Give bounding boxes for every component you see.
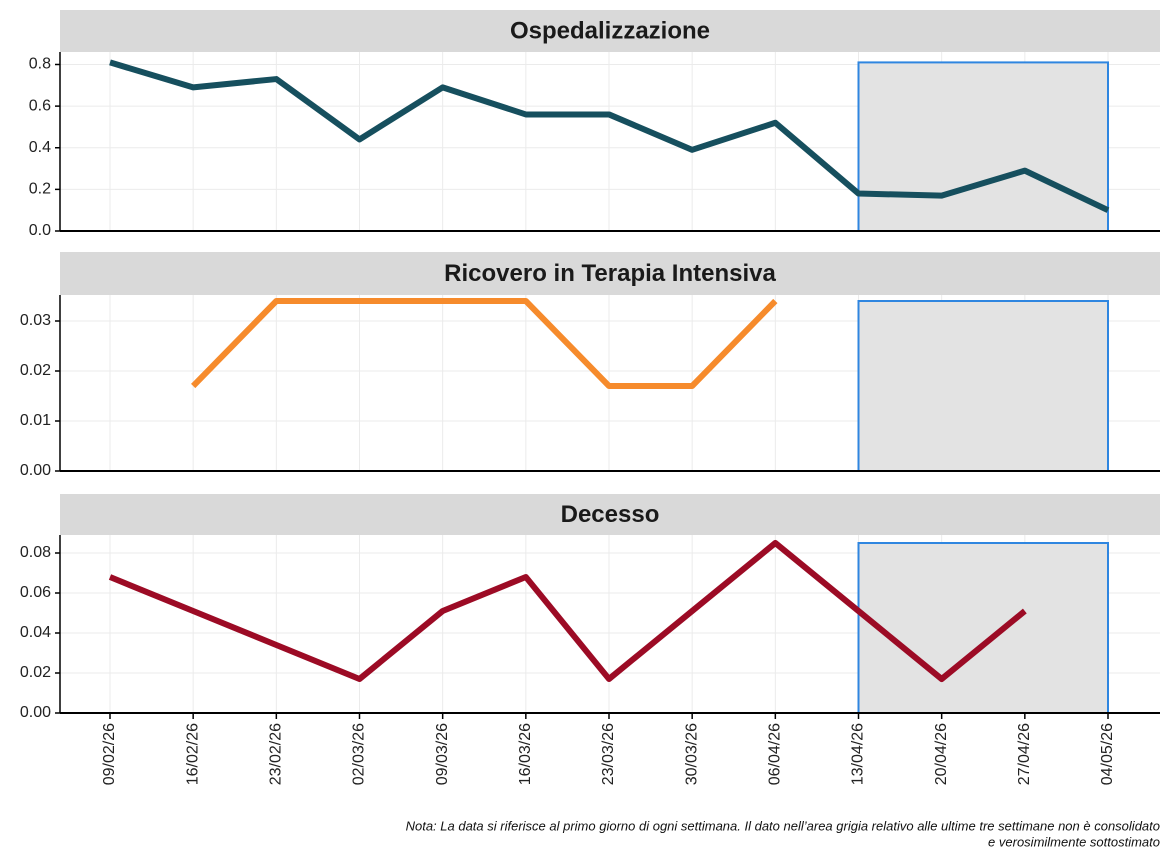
y-tick-label: 0.4 <box>29 139 51 156</box>
panel-title: Ricovero in Terapia Intensiva <box>444 260 776 287</box>
note: e verosimilmente sottostimato <box>988 834 1160 849</box>
panel-title: Decesso <box>561 501 660 528</box>
x-tick-label: 04/05/26 <box>1099 723 1116 785</box>
y-tick-label: 0.2 <box>29 181 51 198</box>
x-tick-label: 09/02/26 <box>101 723 118 785</box>
y-tick-label: 0.04 <box>20 624 51 641</box>
y-tick-label: 0.8 <box>29 56 51 73</box>
y-tick-label: 0.02 <box>20 664 51 681</box>
strip <box>60 10 1160 52</box>
x-tick-label: 16/02/26 <box>184 723 201 785</box>
y-tick-label: 0.6 <box>29 97 51 114</box>
x-tick-label: 09/03/26 <box>434 723 451 785</box>
line <box>109 59 1110 213</box>
x-tick-label: 27/04/26 <box>1016 723 1033 785</box>
y-tick-label: 0.01 <box>20 412 51 429</box>
x-tick-label: 23/03/26 <box>600 723 617 785</box>
y-tick-label: 0.0 <box>29 222 51 239</box>
y-tick-label: 0.03 <box>20 312 51 329</box>
y-tick-label: 0.08 <box>20 544 51 561</box>
note: Nota: La data si riferisce al primo gior… <box>406 818 1160 833</box>
line <box>108 540 1027 682</box>
x-tick-label: 30/03/26 <box>683 723 700 785</box>
panel-title: Ospedalizzazione <box>510 17 710 44</box>
x-tick-label: 02/03/26 <box>351 723 368 785</box>
y-tick-label: 0.00 <box>20 704 51 721</box>
x-tick-label: 06/04/26 <box>767 723 784 785</box>
y-tick-label: 0.00 <box>20 462 51 479</box>
strip <box>60 252 1160 295</box>
highlight-area <box>857 61 1109 232</box>
strip <box>60 494 1160 535</box>
y-tick-label: 0.06 <box>20 584 51 601</box>
x-tick-label: 20/04/26 <box>933 723 950 785</box>
y-tick-label: 0.02 <box>20 362 51 379</box>
x-tick-label: 13/04/26 <box>850 723 867 785</box>
x-tick-label: 23/02/26 <box>268 723 285 785</box>
line <box>191 298 778 389</box>
x-tick-label: 16/03/26 <box>517 723 534 785</box>
highlight-area <box>857 542 1109 714</box>
highlight-area <box>857 300 1109 472</box>
